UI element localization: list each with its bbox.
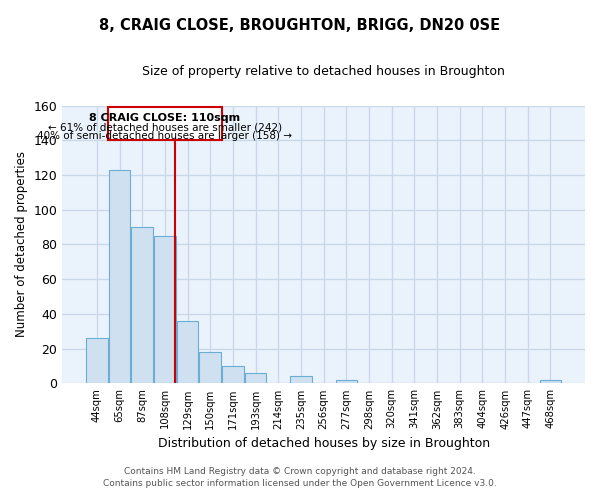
Bar: [222, 366, 244, 384]
Bar: [290, 376, 312, 384]
Bar: [335, 380, 357, 384]
X-axis label: Distribution of detached houses by size in Broughton: Distribution of detached houses by size …: [158, 437, 490, 450]
Bar: [154, 236, 176, 384]
Y-axis label: Number of detached properties: Number of detached properties: [15, 152, 28, 338]
Text: ← 61% of detached houses are smaller (242): ← 61% of detached houses are smaller (24…: [48, 122, 282, 132]
Bar: [131, 227, 153, 384]
Text: 8 CRAIG CLOSE: 110sqm: 8 CRAIG CLOSE: 110sqm: [89, 112, 241, 122]
Text: Contains HM Land Registry data © Crown copyright and database right 2024.: Contains HM Land Registry data © Crown c…: [124, 467, 476, 476]
Text: 8, CRAIG CLOSE, BROUGHTON, BRIGG, DN20 0SE: 8, CRAIG CLOSE, BROUGHTON, BRIGG, DN20 0…: [100, 18, 500, 32]
Bar: [539, 380, 561, 384]
Bar: [245, 373, 266, 384]
Bar: [86, 338, 107, 384]
Bar: [177, 321, 199, 384]
Text: 40% of semi-detached houses are larger (158) →: 40% of semi-detached houses are larger (…: [37, 130, 292, 140]
Bar: [199, 352, 221, 384]
FancyBboxPatch shape: [108, 108, 222, 140]
Bar: [109, 170, 130, 384]
Text: Contains public sector information licensed under the Open Government Licence v3: Contains public sector information licen…: [103, 478, 497, 488]
Title: Size of property relative to detached houses in Broughton: Size of property relative to detached ho…: [142, 65, 505, 78]
